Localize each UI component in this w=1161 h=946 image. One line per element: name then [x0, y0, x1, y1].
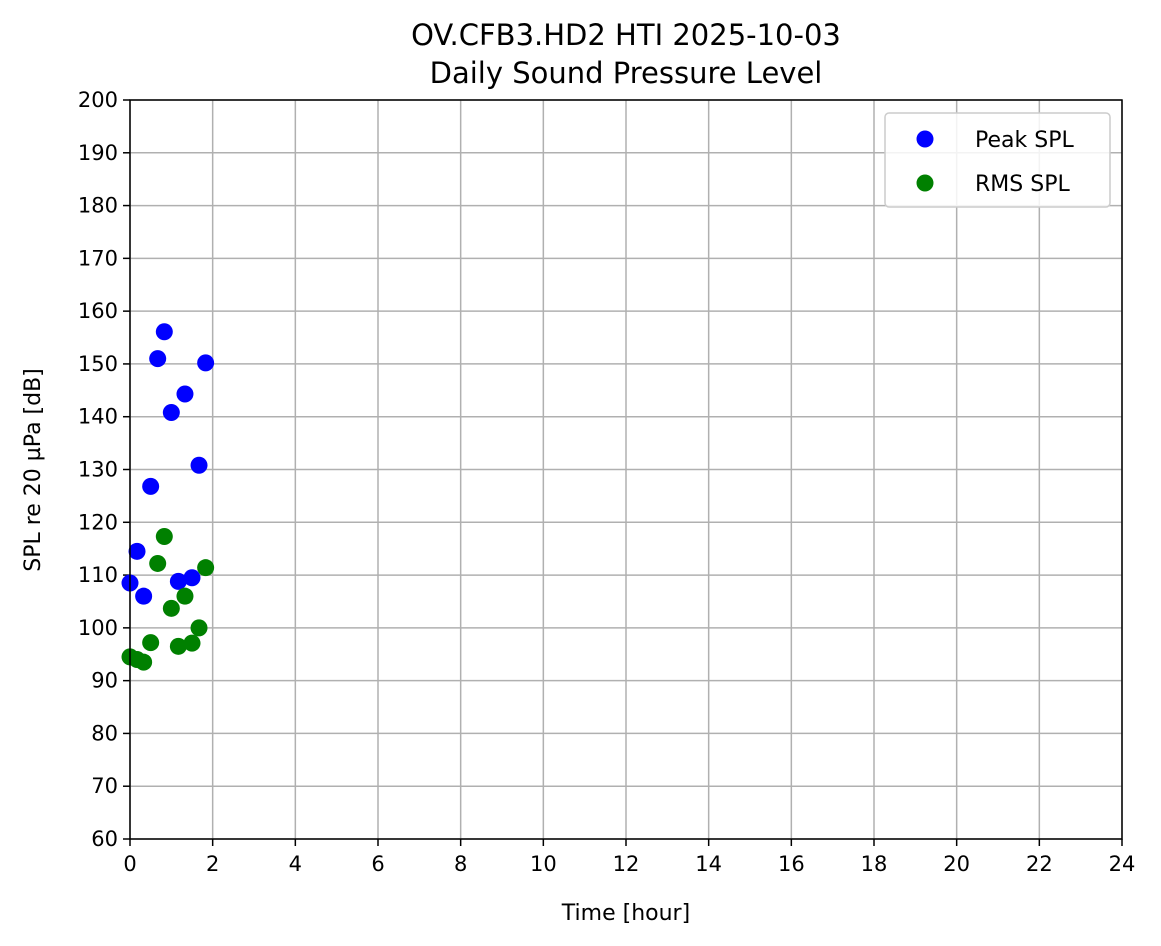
series-rms-spl — [121, 528, 215, 671]
x-tick-label: 20 — [943, 852, 970, 876]
x-tick-label: 24 — [1109, 852, 1136, 876]
data-point — [162, 403, 180, 421]
data-point — [149, 350, 167, 368]
y-tick-label: 90 — [91, 669, 118, 693]
data-point — [197, 354, 215, 372]
data-point — [162, 599, 180, 617]
x-tick-label: 22 — [1026, 852, 1053, 876]
data-point — [176, 587, 194, 605]
legend-box — [884, 112, 1111, 208]
data-point — [142, 477, 160, 495]
data-point — [135, 653, 153, 671]
legend-label: Peak SPL — [975, 128, 1074, 153]
chart-title: OV.CFB3.HD2 HTI 2025-10-03 — [411, 18, 841, 52]
x-tick-label: 2 — [206, 852, 219, 876]
y-tick-label: 110 — [78, 563, 118, 587]
data-point — [169, 572, 187, 590]
chart-subtitle: Daily Sound Pressure Level — [430, 56, 823, 90]
y-tick-label: 160 — [78, 299, 118, 323]
legend-label: RMS SPL — [975, 172, 1070, 197]
data-point — [190, 456, 208, 474]
data-point — [155, 528, 173, 546]
y-axis-label: SPL re 20 µPa [dB] — [21, 368, 46, 572]
data-point — [128, 542, 146, 560]
y-tick-label: 140 — [78, 405, 118, 429]
x-tick-label: 4 — [289, 852, 302, 876]
y-tick-label: 70 — [91, 774, 118, 798]
data-point — [197, 559, 215, 577]
x-tick-label: 8 — [454, 852, 467, 876]
y-tick-label: 100 — [78, 616, 118, 640]
y-axis-ticks: 60 70 80 90 100 110 120 130 140 150 160 170 180 190 20… — [78, 88, 130, 851]
x-axis-label: Time [hour] — [561, 901, 690, 926]
data-point — [183, 569, 201, 587]
y-tick-label: 80 — [91, 721, 118, 745]
y-tick-label: 60 — [91, 827, 118, 851]
data-point — [169, 637, 187, 655]
data-point — [155, 323, 173, 341]
legend-marker — [916, 174, 934, 192]
y-tick-label: 150 — [78, 352, 118, 376]
y-tick-label: 200 — [78, 88, 118, 112]
y-tick-label: 180 — [78, 194, 118, 218]
x-tick-label: 16 — [778, 852, 805, 876]
y-tick-label: 170 — [78, 246, 118, 270]
data-points — [121, 323, 215, 671]
x-tick-label: 18 — [861, 852, 888, 876]
y-tick-label: 190 — [78, 141, 118, 165]
x-axis-ticks: 0 2 4 6 8 10 12 14 16 18 20 22 24 — [123, 839, 1135, 876]
data-point — [149, 554, 167, 572]
x-tick-label: 14 — [695, 852, 722, 876]
series-peak-spl — [121, 323, 215, 605]
plot-frame — [129, 99, 1123, 840]
x-tick-label: 12 — [613, 852, 640, 876]
y-tick-label: 130 — [78, 458, 118, 482]
y-tick-label: 120 — [78, 510, 118, 534]
x-tick-label: 0 — [123, 852, 136, 876]
legend-marker — [916, 130, 934, 148]
data-point — [190, 619, 208, 637]
x-tick-label: 6 — [371, 852, 384, 876]
data-point — [135, 587, 153, 605]
x-tick-label: 10 — [530, 852, 557, 876]
legend: Peak SPL RMS SPL — [884, 112, 1111, 208]
data-point — [142, 634, 160, 652]
data-point — [183, 634, 201, 652]
data-point — [176, 385, 194, 403]
